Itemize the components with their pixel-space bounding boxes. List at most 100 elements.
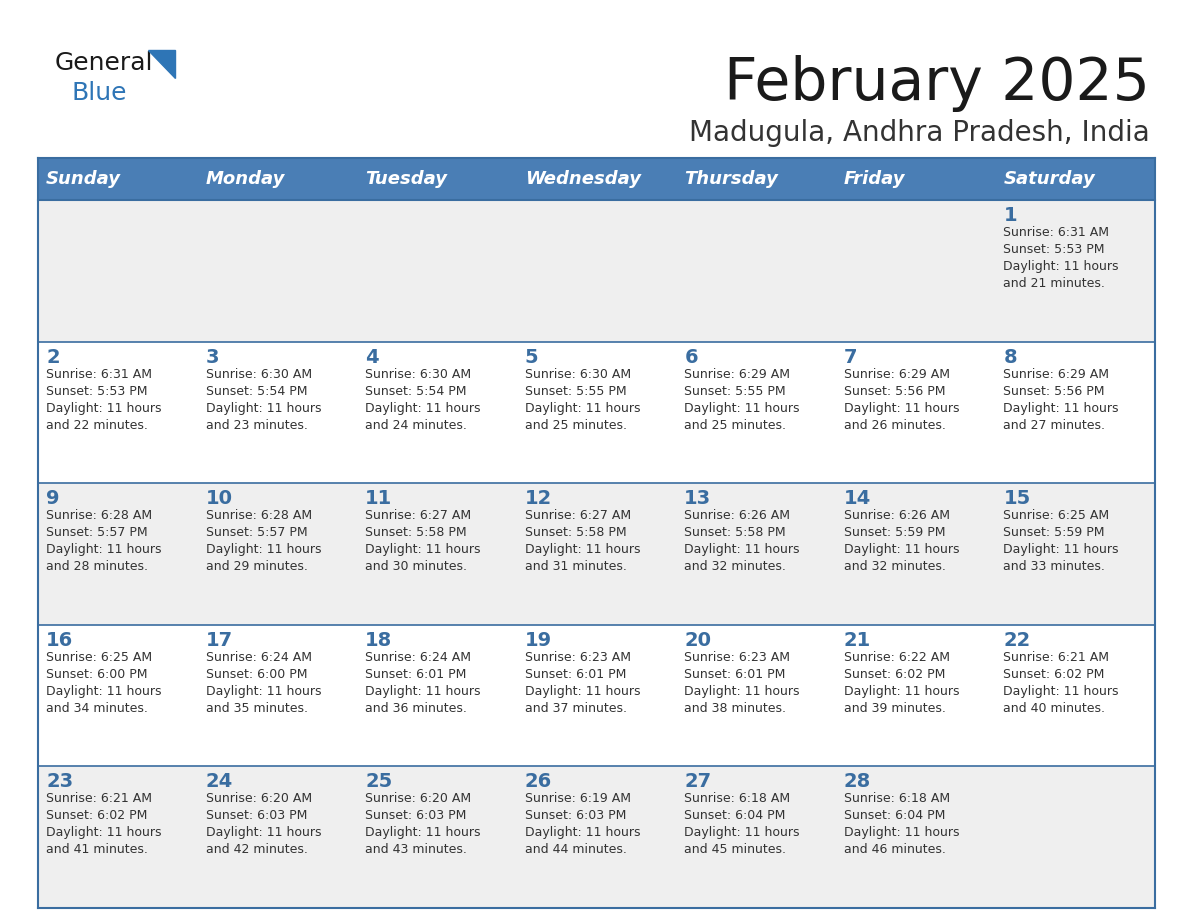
Text: and 25 minutes.: and 25 minutes. (525, 419, 627, 431)
Bar (836, 200, 996, 341)
Text: and 33 minutes.: and 33 minutes. (1004, 560, 1105, 573)
Bar (836, 158, 996, 200)
Text: Sunrise: 6:30 AM: Sunrise: 6:30 AM (365, 367, 472, 381)
Bar (996, 200, 1155, 341)
Text: Daylight: 11 hours: Daylight: 11 hours (525, 401, 640, 415)
Bar (197, 200, 358, 341)
Text: Daylight: 11 hours: Daylight: 11 hours (843, 826, 960, 839)
Text: and 32 minutes.: and 32 minutes. (843, 560, 946, 573)
Text: Sunrise: 6:27 AM: Sunrise: 6:27 AM (365, 509, 472, 522)
Text: and 28 minutes.: and 28 minutes. (46, 560, 148, 573)
Text: Daylight: 11 hours: Daylight: 11 hours (1004, 543, 1119, 556)
Bar (836, 625, 996, 767)
Bar (996, 767, 1155, 908)
Text: Sunrise: 6:25 AM: Sunrise: 6:25 AM (1004, 509, 1110, 522)
Text: Madugula, Andhra Pradesh, India: Madugula, Andhra Pradesh, India (689, 119, 1150, 147)
Text: Daylight: 11 hours: Daylight: 11 hours (365, 543, 481, 556)
Text: and 21 minutes.: and 21 minutes. (1004, 277, 1105, 290)
Text: Daylight: 11 hours: Daylight: 11 hours (525, 685, 640, 698)
Text: 23: 23 (46, 772, 74, 791)
Bar (996, 625, 1155, 767)
Text: Sunset: 5:56 PM: Sunset: 5:56 PM (843, 385, 946, 397)
Bar (676, 483, 836, 625)
Bar (38, 341, 197, 483)
Bar (836, 483, 996, 625)
Text: 17: 17 (206, 631, 233, 650)
Text: Sunset: 5:57 PM: Sunset: 5:57 PM (46, 526, 147, 539)
Text: Daylight: 11 hours: Daylight: 11 hours (46, 685, 162, 698)
Bar (38, 625, 197, 767)
Text: Sunset: 5:54 PM: Sunset: 5:54 PM (206, 385, 307, 397)
Text: and 26 minutes.: and 26 minutes. (843, 419, 946, 431)
Text: Sunrise: 6:18 AM: Sunrise: 6:18 AM (684, 792, 790, 805)
Text: 18: 18 (365, 631, 392, 650)
Text: and 31 minutes.: and 31 minutes. (525, 560, 626, 573)
Text: Sunrise: 6:29 AM: Sunrise: 6:29 AM (843, 367, 950, 381)
Text: Daylight: 11 hours: Daylight: 11 hours (684, 826, 800, 839)
Text: 4: 4 (365, 348, 379, 366)
Text: Sunrise: 6:31 AM: Sunrise: 6:31 AM (46, 367, 152, 381)
Text: Daylight: 11 hours: Daylight: 11 hours (1004, 401, 1119, 415)
Text: and 39 minutes.: and 39 minutes. (843, 701, 946, 715)
Text: Daylight: 11 hours: Daylight: 11 hours (684, 401, 800, 415)
Bar (517, 767, 676, 908)
Bar (836, 767, 996, 908)
Text: 20: 20 (684, 631, 712, 650)
Text: Sunset: 6:03 PM: Sunset: 6:03 PM (206, 810, 307, 823)
Bar (197, 483, 358, 625)
Text: Blue: Blue (72, 81, 127, 105)
Text: and 42 minutes.: and 42 minutes. (206, 844, 308, 856)
Text: Sunrise: 6:26 AM: Sunrise: 6:26 AM (843, 509, 950, 522)
Text: Sunrise: 6:21 AM: Sunrise: 6:21 AM (1004, 651, 1110, 664)
Text: Sunrise: 6:19 AM: Sunrise: 6:19 AM (525, 792, 631, 805)
Text: Daylight: 11 hours: Daylight: 11 hours (206, 401, 321, 415)
Text: Sunset: 5:57 PM: Sunset: 5:57 PM (206, 526, 308, 539)
Text: and 37 minutes.: and 37 minutes. (525, 701, 627, 715)
Text: Sunrise: 6:23 AM: Sunrise: 6:23 AM (684, 651, 790, 664)
Bar (358, 158, 517, 200)
Bar (517, 200, 676, 341)
Text: Sunrise: 6:29 AM: Sunrise: 6:29 AM (684, 367, 790, 381)
Text: Sunset: 5:53 PM: Sunset: 5:53 PM (46, 385, 147, 397)
Text: Sunset: 5:53 PM: Sunset: 5:53 PM (1004, 243, 1105, 256)
Bar (358, 200, 517, 341)
Text: General: General (55, 51, 153, 75)
Text: Daylight: 11 hours: Daylight: 11 hours (365, 826, 481, 839)
Text: Sunrise: 6:18 AM: Sunrise: 6:18 AM (843, 792, 950, 805)
Text: and 35 minutes.: and 35 minutes. (206, 701, 308, 715)
Text: Daylight: 11 hours: Daylight: 11 hours (525, 826, 640, 839)
Polygon shape (148, 50, 175, 78)
Text: 2: 2 (46, 348, 59, 366)
Text: Sunset: 6:01 PM: Sunset: 6:01 PM (365, 667, 467, 681)
Text: Saturday: Saturday (1004, 170, 1095, 188)
Bar (358, 625, 517, 767)
Text: and 25 minutes.: and 25 minutes. (684, 419, 786, 431)
Bar (38, 158, 197, 200)
Text: Sunrise: 6:26 AM: Sunrise: 6:26 AM (684, 509, 790, 522)
Text: 11: 11 (365, 489, 392, 509)
Text: Sunset: 5:58 PM: Sunset: 5:58 PM (365, 526, 467, 539)
Text: Daylight: 11 hours: Daylight: 11 hours (843, 685, 960, 698)
Text: Sunrise: 6:25 AM: Sunrise: 6:25 AM (46, 651, 152, 664)
Text: and 34 minutes.: and 34 minutes. (46, 701, 147, 715)
Text: Friday: Friday (843, 170, 905, 188)
Text: Sunset: 6:03 PM: Sunset: 6:03 PM (525, 810, 626, 823)
Text: and 36 minutes.: and 36 minutes. (365, 701, 467, 715)
Text: Daylight: 11 hours: Daylight: 11 hours (1004, 260, 1119, 273)
Text: 19: 19 (525, 631, 552, 650)
Text: 25: 25 (365, 772, 392, 791)
Bar (197, 158, 358, 200)
Text: Sunset: 5:59 PM: Sunset: 5:59 PM (1004, 526, 1105, 539)
Bar (358, 483, 517, 625)
Text: 9: 9 (46, 489, 59, 509)
Bar (197, 341, 358, 483)
Text: and 41 minutes.: and 41 minutes. (46, 844, 147, 856)
Text: and 29 minutes.: and 29 minutes. (206, 560, 308, 573)
Text: Daylight: 11 hours: Daylight: 11 hours (365, 401, 481, 415)
Text: Daylight: 11 hours: Daylight: 11 hours (46, 826, 162, 839)
Text: Tuesday: Tuesday (365, 170, 447, 188)
Text: Sunrise: 6:29 AM: Sunrise: 6:29 AM (1004, 367, 1110, 381)
Text: Daylight: 11 hours: Daylight: 11 hours (46, 401, 162, 415)
Bar (676, 158, 836, 200)
Text: Sunset: 5:59 PM: Sunset: 5:59 PM (843, 526, 946, 539)
